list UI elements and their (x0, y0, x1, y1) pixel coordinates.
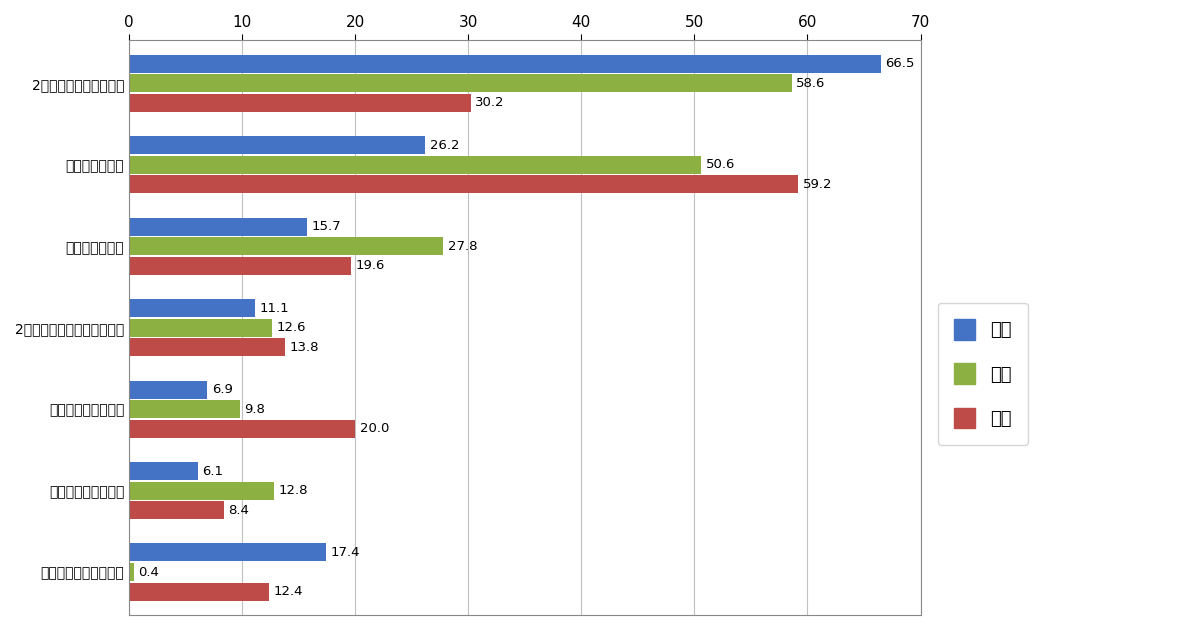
Bar (130, 136, 425, 154)
Text: 13.8: 13.8 (289, 341, 319, 354)
Bar (130, 544, 326, 561)
Text: 11.1: 11.1 (259, 302, 289, 314)
Bar (130, 55, 881, 73)
Text: 9.8: 9.8 (245, 403, 265, 416)
Bar (130, 462, 198, 480)
Text: 30.2: 30.2 (475, 96, 504, 110)
Bar (130, 501, 224, 519)
Text: 58.6: 58.6 (796, 77, 826, 90)
Text: 66.5: 66.5 (886, 57, 914, 71)
Bar (130, 338, 286, 356)
Bar (130, 563, 133, 581)
Bar (130, 218, 307, 236)
Bar (130, 481, 274, 500)
Text: 6.9: 6.9 (211, 383, 233, 396)
Bar (130, 156, 701, 174)
Bar (130, 238, 444, 255)
Legend: 米国, 中国, 日本: 米国, 中国, 日本 (937, 302, 1027, 445)
Text: 50.6: 50.6 (706, 158, 736, 171)
Text: 12.6: 12.6 (276, 321, 306, 334)
Bar (130, 94, 470, 112)
Text: 19.6: 19.6 (355, 260, 385, 272)
Text: 6.1: 6.1 (203, 464, 223, 478)
Bar (130, 583, 269, 600)
Text: 12.4: 12.4 (274, 585, 304, 598)
Text: 17.4: 17.4 (330, 546, 360, 559)
Bar (130, 400, 240, 418)
Text: 12.8: 12.8 (278, 484, 308, 497)
Bar (130, 74, 792, 93)
Text: 59.2: 59.2 (803, 178, 833, 191)
Text: 8.4: 8.4 (229, 503, 250, 517)
Bar (130, 319, 271, 336)
Bar (130, 299, 254, 317)
Text: 15.7: 15.7 (311, 220, 341, 233)
Text: 27.8: 27.8 (448, 240, 478, 253)
Bar (130, 175, 798, 193)
Bar (130, 420, 355, 438)
Text: 20.0: 20.0 (360, 422, 389, 435)
Bar (130, 381, 208, 399)
Bar (130, 257, 350, 275)
Text: 26.2: 26.2 (430, 139, 460, 152)
Text: 0.4: 0.4 (138, 566, 160, 578)
